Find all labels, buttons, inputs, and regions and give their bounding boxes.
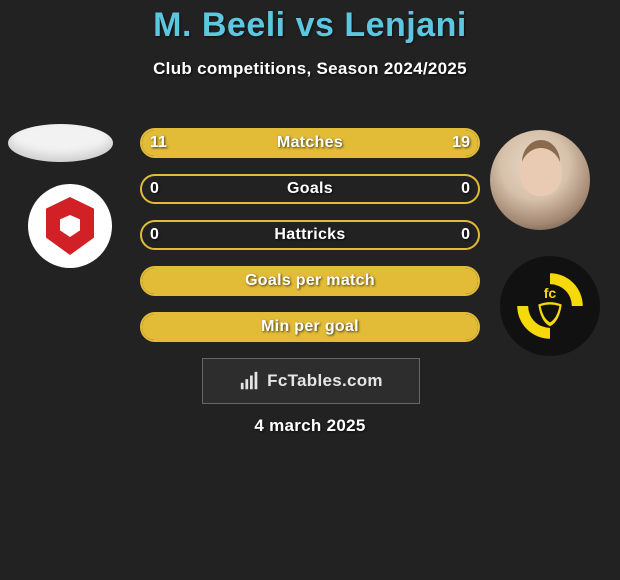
stat-label: Matches [140, 128, 480, 158]
stat-label: Goals per match [140, 266, 480, 296]
stat-row-goals: 0 Goals 0 [140, 174, 480, 204]
stat-row-min-per-goal: Min per goal [140, 312, 480, 342]
player-right-avatar [490, 130, 590, 230]
stat-row-hattricks: 0 Hattricks 0 [140, 220, 480, 250]
bar-chart-icon [239, 370, 261, 392]
page-title: M. Beeli vs Lenjani [0, 6, 620, 45]
shield-icon [46, 197, 94, 255]
club-logo-left [28, 184, 112, 268]
stat-row-goals-per-match: Goals per match [140, 266, 480, 296]
page-subtitle: Club competitions, Season 2024/2025 [0, 59, 620, 79]
date-label: 4 march 2025 [0, 416, 620, 436]
stat-label: Goals [140, 174, 480, 204]
watermark-badge: FcTables.com [202, 358, 420, 404]
stat-value-right: 19 [452, 128, 470, 158]
svg-text:fc: fc [544, 285, 557, 301]
player-left-avatar [8, 124, 113, 162]
stats-panel: 11 Matches 19 0 Goals 0 0 Hattricks 0 [140, 128, 480, 358]
club-logo-right: fc [500, 256, 600, 356]
comparison-infographic: M. Beeli vs Lenjani Club competitions, S… [0, 6, 620, 580]
stat-value-right: 0 [461, 220, 470, 250]
stat-row-matches: 11 Matches 19 [140, 128, 480, 158]
stat-label: Min per goal [140, 312, 480, 342]
stat-value-right: 0 [461, 174, 470, 204]
club-badge-icon: fc [511, 267, 589, 345]
stat-label: Hattricks [140, 220, 480, 250]
watermark-text: FcTables.com [267, 371, 383, 391]
